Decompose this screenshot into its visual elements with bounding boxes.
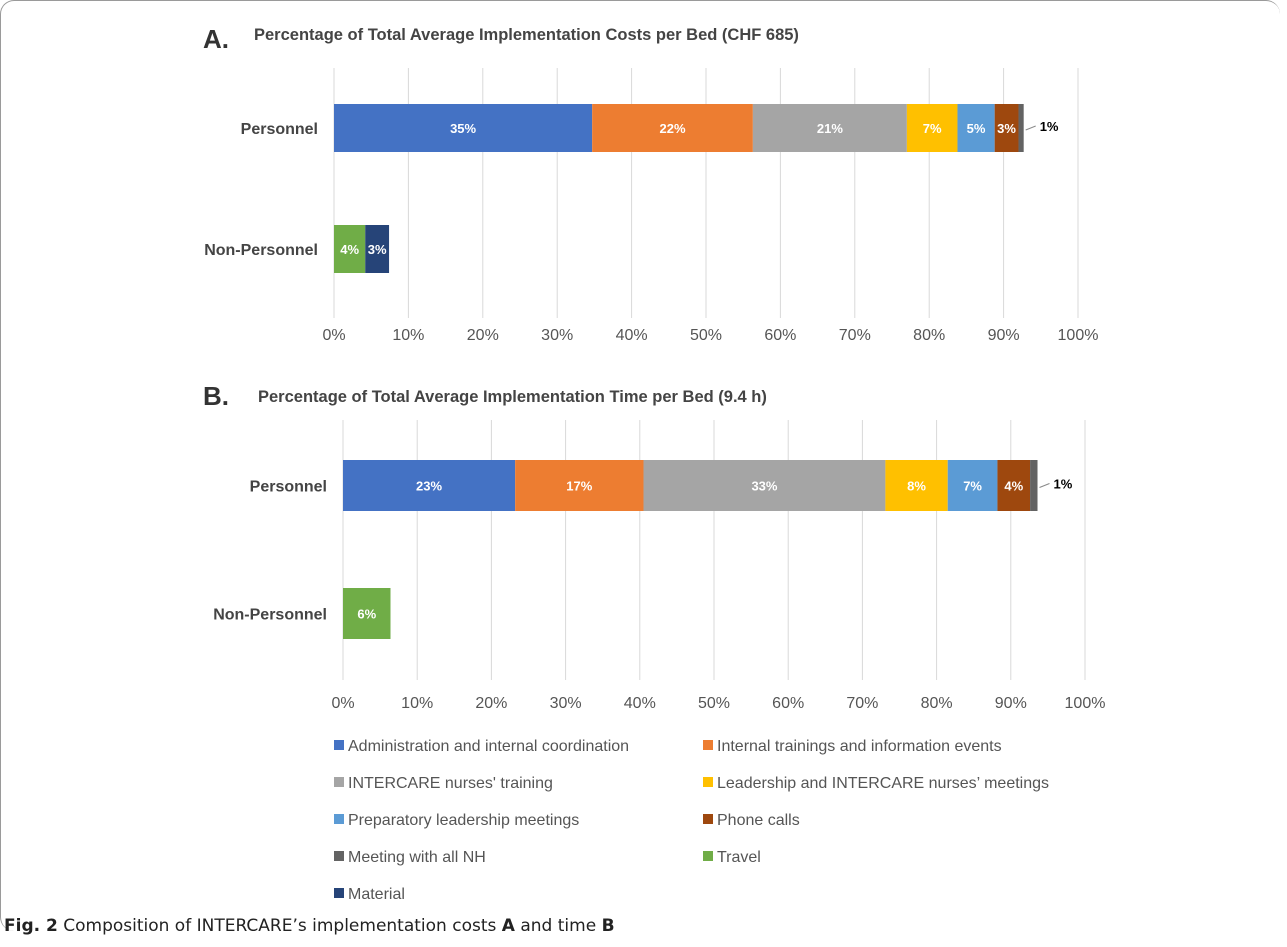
legend-swatch bbox=[334, 888, 344, 898]
x-tick-label: 90% bbox=[995, 695, 1027, 712]
bar-segment bbox=[752, 104, 907, 152]
legend-label: Phone calls bbox=[717, 812, 800, 829]
x-tick-label: 60% bbox=[772, 695, 804, 712]
legend-swatch bbox=[703, 851, 713, 861]
category-label: Personnel bbox=[250, 479, 327, 496]
legend-swatch bbox=[334, 851, 344, 861]
bar-segment bbox=[947, 460, 998, 511]
bar-segment bbox=[515, 460, 644, 511]
bar-segment bbox=[334, 225, 366, 273]
x-tick-label: 40% bbox=[616, 327, 648, 344]
bar-segment bbox=[957, 104, 995, 152]
legend-swatch bbox=[703, 814, 713, 824]
bar-segment bbox=[343, 588, 391, 639]
data-label: 7% bbox=[923, 121, 942, 136]
caption-label: Fig. 2 bbox=[4, 916, 58, 936]
x-tick-label: 20% bbox=[475, 695, 507, 712]
chart-title: Percentage of Total Average Implementati… bbox=[254, 26, 799, 44]
x-tick-label: 50% bbox=[690, 327, 722, 344]
bar-segment bbox=[1030, 460, 1038, 511]
x-tick-label: 80% bbox=[913, 327, 945, 344]
x-tick-label: 0% bbox=[331, 695, 354, 712]
bar-segment bbox=[365, 225, 390, 273]
x-tick-label: 10% bbox=[401, 695, 433, 712]
data-label: 22% bbox=[660, 121, 686, 136]
legend-swatch bbox=[703, 777, 713, 787]
figure-border bbox=[0, 0, 1280, 931]
x-tick-label: 70% bbox=[839, 327, 871, 344]
panel-letter: A. bbox=[203, 24, 229, 54]
legend-label: Meeting with all NH bbox=[348, 849, 486, 866]
x-tick-label: 70% bbox=[846, 695, 878, 712]
x-tick-label: 100% bbox=[1065, 695, 1106, 712]
chart-title: Percentage of Total Average Implementati… bbox=[258, 388, 767, 406]
x-tick-label: 90% bbox=[988, 327, 1020, 344]
bar-segment bbox=[334, 104, 593, 152]
x-tick-label: 30% bbox=[550, 695, 582, 712]
x-tick-label: 0% bbox=[322, 327, 345, 344]
category-label: Personnel bbox=[241, 121, 318, 138]
data-label: 1% bbox=[1040, 119, 1059, 134]
data-label: 17% bbox=[566, 479, 592, 494]
bar-segment bbox=[997, 460, 1031, 511]
legend-swatch bbox=[334, 814, 344, 824]
bar-segment bbox=[1018, 104, 1024, 152]
category-label: Non-Personnel bbox=[213, 607, 327, 624]
legend-label: Material bbox=[348, 886, 405, 903]
legend-label: INTERCARE nurses' training bbox=[348, 775, 553, 792]
data-label: 35% bbox=[450, 121, 476, 136]
x-tick-label: 80% bbox=[921, 695, 953, 712]
data-label: 8% bbox=[907, 479, 926, 494]
x-tick-label: 60% bbox=[764, 327, 796, 344]
data-label: 6% bbox=[357, 607, 376, 622]
legend-swatch bbox=[334, 777, 344, 787]
bar-segment bbox=[343, 460, 516, 511]
data-label: 23% bbox=[416, 479, 442, 494]
data-label: 4% bbox=[1004, 479, 1023, 494]
x-tick-label: 30% bbox=[541, 327, 573, 344]
legend-label: Travel bbox=[717, 849, 761, 866]
legend-label: Administration and internal coordination bbox=[348, 738, 629, 755]
bar-segment bbox=[643, 460, 886, 511]
bar-segment bbox=[994, 104, 1019, 152]
x-tick-label: 100% bbox=[1058, 327, 1099, 344]
caption-text: Composition of INTERCARE’s implementatio… bbox=[63, 916, 497, 936]
bar-segment bbox=[592, 104, 753, 152]
x-tick-label: 40% bbox=[624, 695, 656, 712]
legend-swatch bbox=[703, 740, 713, 750]
legend-label: Preparatory leadership meetings bbox=[348, 812, 579, 829]
legend-label: Leadership and INTERCARE nurses’ meeting… bbox=[717, 775, 1049, 792]
panel-letter: B. bbox=[203, 381, 229, 411]
bar-segment bbox=[906, 104, 958, 152]
callout-line bbox=[1025, 125, 1036, 131]
data-label: 3% bbox=[997, 121, 1016, 136]
data-label: 4% bbox=[340, 242, 359, 257]
bar-segment bbox=[885, 460, 948, 511]
data-label: 3% bbox=[368, 242, 387, 257]
x-tick-label: 50% bbox=[698, 695, 730, 712]
legend-swatch bbox=[334, 740, 344, 750]
data-label: 21% bbox=[817, 121, 843, 136]
x-tick-label: 20% bbox=[467, 327, 499, 344]
caption-b: B bbox=[601, 916, 615, 936]
data-label: 1% bbox=[1054, 477, 1073, 492]
x-tick-label: 10% bbox=[392, 327, 424, 344]
caption-a: A bbox=[501, 916, 515, 936]
data-label: 7% bbox=[963, 479, 982, 494]
category-label: Non-Personnel bbox=[204, 242, 318, 259]
caption-and: and time bbox=[520, 916, 597, 936]
data-label: 5% bbox=[967, 121, 986, 136]
figure-caption: Fig. 2 Composition of INTERCARE’s implem… bbox=[4, 916, 615, 936]
legend-label: Internal trainings and information event… bbox=[717, 738, 1002, 755]
callout-line bbox=[1039, 483, 1050, 488]
data-label: 33% bbox=[751, 479, 777, 494]
